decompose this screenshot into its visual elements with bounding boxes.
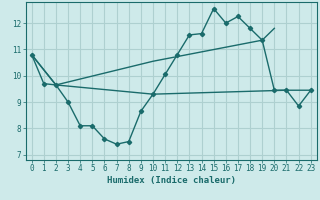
X-axis label: Humidex (Indice chaleur): Humidex (Indice chaleur) (107, 176, 236, 185)
